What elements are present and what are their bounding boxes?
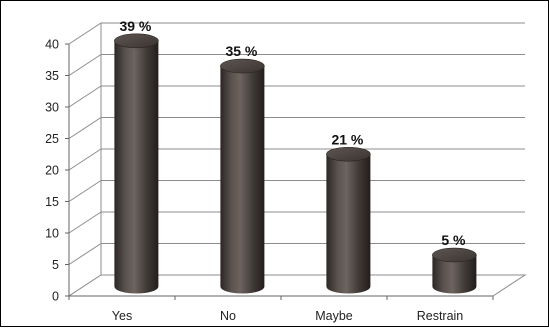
- y-tick-label: 20: [45, 164, 59, 178]
- x-tick-label: Maybe: [315, 309, 353, 323]
- bar: [114, 33, 159, 294]
- bars-layer: [114, 33, 477, 294]
- bar: [326, 146, 371, 294]
- bar-body: [432, 255, 477, 294]
- gridline-diagonal: [68, 148, 102, 171]
- data-label: 5 %: [441, 232, 466, 248]
- bar-body: [114, 40, 159, 294]
- bar-top-cap: [432, 247, 477, 263]
- y-tick-label: 40: [45, 38, 59, 52]
- x-tick-label: No: [220, 309, 236, 323]
- bar: [432, 247, 477, 294]
- data-label: 39 %: [119, 18, 151, 34]
- y-tick-label: 0: [52, 290, 59, 304]
- label-layer: 39 % 35 % 21 % 5 %: [119, 18, 466, 248]
- x-tick-label: Yes: [112, 309, 132, 323]
- bar-top-cap: [220, 58, 265, 74]
- gridline-diagonal: [68, 211, 102, 234]
- y-tick-label: 30: [45, 101, 59, 115]
- bar-top-cap: [114, 33, 159, 49]
- x-tick-label: Restrain: [417, 309, 464, 323]
- gridline-diagonal: [68, 85, 102, 108]
- bar-body: [326, 154, 371, 294]
- gridline-diagonal: [68, 22, 102, 45]
- data-label: 35 %: [225, 43, 257, 59]
- data-label: 21 %: [331, 131, 363, 147]
- bar-body: [220, 66, 265, 294]
- gridline-diagonal: [68, 180, 102, 202]
- y-tick-label: 15: [45, 195, 59, 209]
- y-tick-label: 35: [45, 69, 59, 83]
- gridline-diagonal: [68, 243, 102, 265]
- gridline-diagonal: [68, 117, 102, 139]
- gridline-diagonal: [68, 54, 102, 76]
- axis-layer: 0 5 10 15 20 25 30 35 40 Yes No Maybe Restrain: [45, 38, 494, 323]
- y-tick-label: 10: [45, 227, 59, 241]
- grid-layer: [67, 22, 527, 297]
- bar: [220, 58, 265, 294]
- y-tick-label: 5: [52, 258, 59, 272]
- y-tick-label: 25: [45, 132, 59, 146]
- bar-top-cap: [326, 146, 371, 162]
